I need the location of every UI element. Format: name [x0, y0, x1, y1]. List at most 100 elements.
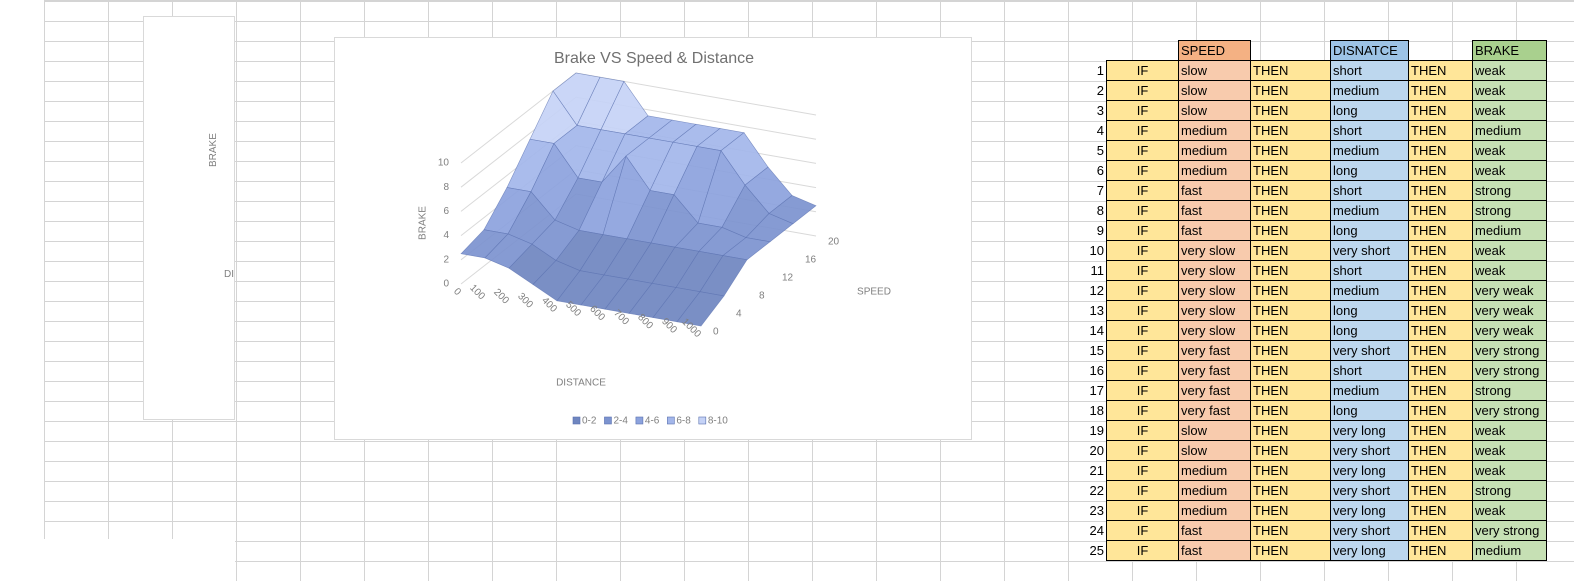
table-cell: medium	[1472, 540, 1547, 561]
row-number: 4	[1096, 123, 1104, 138]
table-cell: IF	[1106, 200, 1179, 221]
table-cell: THEN	[1250, 300, 1331, 321]
table-cell: long	[1330, 400, 1409, 421]
table-cell: THEN	[1250, 500, 1331, 521]
header-cell: SPEED	[1178, 40, 1251, 61]
table-cell: IF	[1106, 280, 1179, 301]
table-cell: THEN	[1250, 440, 1331, 461]
table-cell: slow	[1178, 420, 1251, 441]
z-tick-label: 8	[443, 182, 449, 193]
table-cell: weak	[1472, 420, 1547, 441]
table-cell: very slow	[1178, 300, 1251, 321]
table-cell: very fast	[1178, 400, 1251, 421]
table-cell: IF	[1106, 460, 1179, 481]
hidden-chart[interactable]: BRAKE DI	[143, 16, 235, 420]
y-tick-label: 16	[805, 255, 817, 266]
table-cell: THEN	[1408, 460, 1473, 481]
legend-label: 8-10	[708, 416, 728, 427]
table-cell: very strong	[1472, 400, 1547, 421]
axis-label: BRAKE	[208, 133, 219, 167]
table-cell: very weak	[1472, 320, 1547, 341]
table-cell: very short	[1330, 480, 1409, 501]
table-cell: slow	[1178, 80, 1251, 101]
row-number: 12	[1089, 283, 1104, 298]
legend-label: 0-2	[582, 416, 597, 427]
table-cell: fast	[1178, 200, 1251, 221]
table-cell: medium	[1330, 380, 1409, 401]
table-cell: short	[1330, 120, 1409, 141]
table-cell: strong	[1472, 380, 1547, 401]
table-cell: THEN	[1250, 180, 1331, 201]
table-cell: IF	[1106, 380, 1179, 401]
table-cell: THEN	[1250, 140, 1331, 161]
table-cell: very short	[1330, 240, 1409, 261]
table-cell: THEN	[1408, 400, 1473, 421]
row-number: 14	[1089, 323, 1104, 338]
z-tick-label: 0	[443, 279, 449, 290]
table-cell: THEN	[1408, 180, 1473, 201]
table-cell: fast	[1178, 220, 1251, 241]
x-tick-label: 0	[451, 286, 463, 298]
table-cell: medium	[1178, 500, 1251, 521]
table-cell: very fast	[1178, 380, 1251, 401]
table-cell: IF	[1106, 500, 1179, 521]
table-cell: very long	[1330, 540, 1409, 561]
table-cell: IF	[1106, 480, 1179, 501]
table-cell: THEN	[1250, 340, 1331, 361]
legend-swatch	[698, 416, 707, 425]
table-cell: THEN	[1408, 420, 1473, 441]
y-tick-label: 8	[759, 291, 765, 302]
z-axis-title: BRAKE	[418, 206, 429, 240]
row-number: 25	[1089, 543, 1104, 558]
table-cell: THEN	[1408, 480, 1473, 501]
table-cell: THEN	[1250, 520, 1331, 541]
table-cell: weak	[1472, 500, 1547, 521]
z-tick-label: 2	[443, 254, 449, 265]
table-cell: long	[1330, 100, 1409, 121]
table-cell: THEN	[1250, 80, 1331, 101]
row-number: 9	[1096, 223, 1104, 238]
table-cell: very long	[1330, 500, 1409, 521]
table-cell: long	[1330, 300, 1409, 321]
table-cell: THEN	[1408, 500, 1473, 521]
table-cell: THEN	[1408, 160, 1473, 181]
table-cell: THEN	[1408, 320, 1473, 341]
table-cell: slow	[1178, 440, 1251, 461]
table-cell: IF	[1106, 440, 1179, 461]
table-cell: very strong	[1472, 340, 1547, 361]
sheet-margin	[0, 539, 235, 581]
table-cell: IF	[1106, 320, 1179, 341]
table-cell: THEN	[1250, 280, 1331, 301]
table-cell: medium	[1330, 80, 1409, 101]
table-cell: medium	[1472, 220, 1547, 241]
header-cell: BRAKE	[1472, 40, 1547, 61]
table-cell: IF	[1106, 180, 1179, 201]
table-cell: IF	[1106, 60, 1179, 81]
row-number: 21	[1089, 463, 1104, 478]
chart-container[interactable]: Brake VS Speed & Distance 0 2 4 6 8 10 0 100 200…	[334, 37, 972, 440]
table-cell: THEN	[1250, 540, 1331, 561]
row-number: 6	[1096, 163, 1104, 178]
y-tick-label: 20	[828, 237, 840, 248]
legend-swatch	[667, 416, 675, 425]
table-cell: THEN	[1408, 80, 1473, 101]
table-cell: weak	[1472, 140, 1547, 161]
table-cell: weak	[1472, 260, 1547, 281]
table-cell: THEN	[1250, 200, 1331, 221]
table-cell: IF	[1106, 400, 1179, 421]
legend-label: 2-4	[613, 416, 628, 427]
row-number: 23	[1089, 503, 1104, 518]
table-cell: THEN	[1250, 420, 1331, 441]
table-cell: IF	[1106, 240, 1179, 261]
table-cell: very slow	[1178, 280, 1251, 301]
row-number: 16	[1089, 363, 1104, 378]
table-cell: long	[1330, 320, 1409, 341]
table-cell: THEN	[1250, 360, 1331, 381]
table-cell: weak	[1472, 100, 1547, 121]
table-cell: weak	[1472, 440, 1547, 461]
table-cell: very slow	[1178, 320, 1251, 341]
table-cell: THEN	[1250, 380, 1331, 401]
table-cell: medium	[1472, 120, 1547, 141]
